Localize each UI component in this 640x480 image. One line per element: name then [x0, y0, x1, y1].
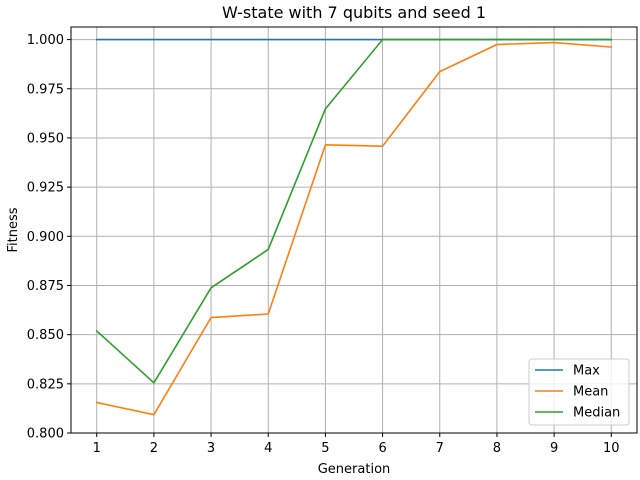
- legend-box: [528, 358, 630, 426]
- x-tick-label: 1: [93, 441, 101, 456]
- y-tick-label: 0.875: [27, 279, 64, 294]
- series-lines: [95, 38, 613, 416]
- y-axis-label: Fitness: [6, 207, 21, 252]
- legend-label-median: Median: [573, 406, 620, 421]
- y-axis-ticks: 0.800 0.825 0.850 0.875 0.900 0.925 0.950 0.975…: [27, 33, 71, 442]
- y-tick-label: 1.000: [27, 33, 64, 48]
- x-tick-label: 2: [150, 441, 158, 456]
- legend-label-max: Max: [573, 364, 600, 379]
- series-line-median: [95, 38, 613, 384]
- x-tick-label: 8: [493, 441, 501, 456]
- x-tick-label: 4: [264, 441, 272, 456]
- y-tick-label: 0.950: [27, 131, 64, 146]
- y-tick-label: 0.975: [27, 82, 64, 97]
- x-axis-label: Generation: [318, 462, 391, 477]
- y-tick-label: 0.825: [27, 377, 64, 392]
- plot-frame: [70, 26, 638, 434]
- x-tick-label: 7: [436, 441, 444, 456]
- chart-title: W-state with 7 qubits and seed 1: [222, 3, 486, 22]
- x-tick-label: 10: [603, 441, 620, 456]
- x-tick-label: 6: [378, 441, 386, 456]
- x-tick-label: 5: [321, 441, 329, 456]
- series-line-mean: [95, 41, 613, 416]
- x-tick-label: 3: [207, 441, 215, 456]
- y-tick-label: 0.925: [27, 181, 64, 196]
- x-axis-ticks: 1 2 3 4 5 6 7 8 9 10: [93, 433, 620, 456]
- y-tick-label: 0.900: [27, 230, 64, 245]
- legend: Max Mean Median: [528, 358, 630, 426]
- legend-label-mean: Mean: [573, 385, 608, 400]
- y-tick-label: 0.850: [27, 328, 64, 343]
- x-tick-label: 9: [550, 441, 558, 456]
- y-tick-label: 0.800: [27, 427, 64, 442]
